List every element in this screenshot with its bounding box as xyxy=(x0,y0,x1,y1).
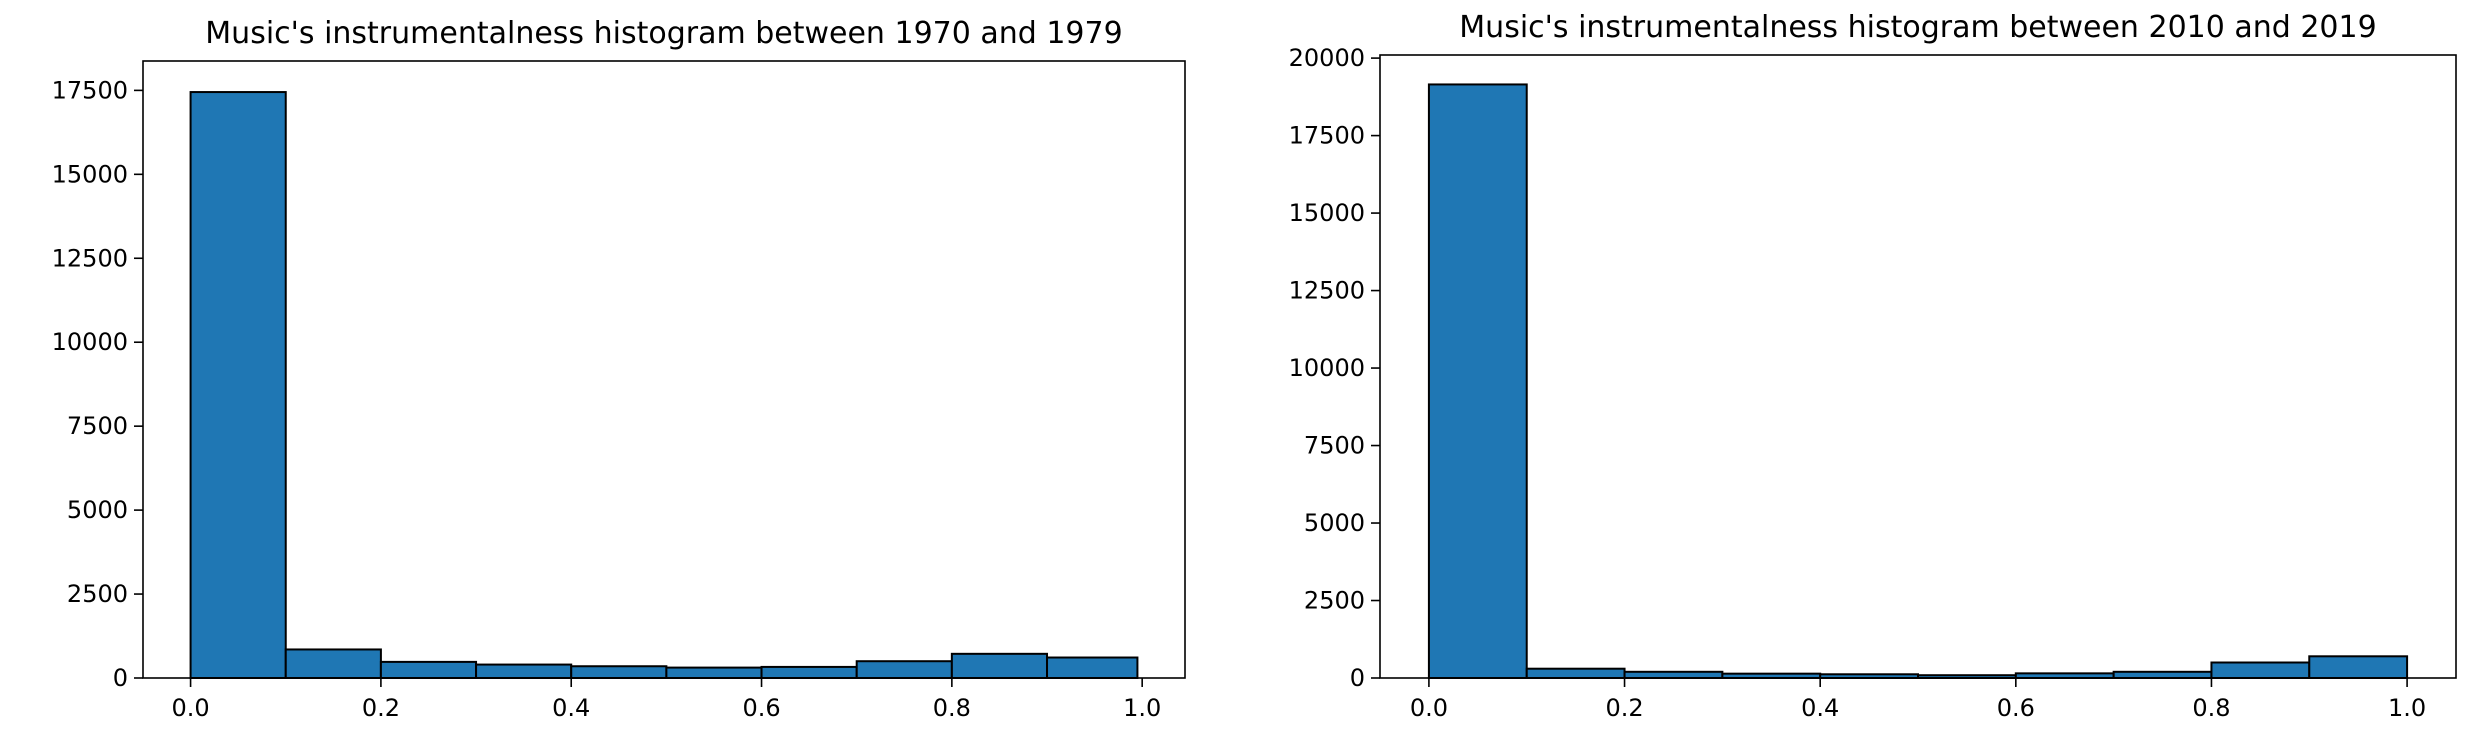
histogram-bar xyxy=(950,652,1049,679)
x-tick-label: 0.2 xyxy=(1605,694,1643,722)
y-tick-label: 5000 xyxy=(1304,509,1365,537)
histogram-bar xyxy=(1525,667,1626,679)
y-tick-label: 15000 xyxy=(52,160,128,188)
y-tick-label: 15000 xyxy=(1289,199,1365,227)
histogram-bar xyxy=(379,660,478,679)
histogram-bar xyxy=(855,660,953,679)
histogram-bar xyxy=(665,666,763,680)
chart-title: Music's instrumentalness histogram betwe… xyxy=(1459,10,2376,45)
histogram-bar xyxy=(2308,655,2409,679)
histogram-bar xyxy=(570,665,668,680)
x-tick-label: 0.0 xyxy=(171,694,209,722)
y-tick-label: 0 xyxy=(1350,664,1365,692)
x-tick-label: 0.4 xyxy=(552,694,590,722)
histogram-bar xyxy=(189,91,287,679)
y-tick-label: 2500 xyxy=(67,580,128,608)
y-tick-label: 17500 xyxy=(1289,122,1365,150)
x-tick-label: 0.6 xyxy=(742,694,780,722)
histogram-bar xyxy=(475,663,573,680)
x-tick-label: 0.8 xyxy=(2192,694,2230,722)
histogram-bar xyxy=(2112,670,2213,680)
histogram-bar xyxy=(1623,670,1724,680)
y-tick-label: 2500 xyxy=(1304,587,1365,615)
histogram-panel-2010s: Music's instrumentalness histogram betwe… xyxy=(1289,10,2457,722)
y-tick-label: 7500 xyxy=(1304,432,1365,460)
x-tick-label: 1.0 xyxy=(1123,694,1161,722)
x-tick-label: 1.0 xyxy=(2388,694,2426,722)
histogram-panel-1970s: Music's instrumentalness histogram betwe… xyxy=(52,16,1186,722)
x-tick-label: 0.2 xyxy=(362,694,400,722)
y-tick-label: 0 xyxy=(113,664,128,692)
histogram-bar xyxy=(2210,661,2311,680)
axes-frame xyxy=(1379,54,2457,679)
y-tick-label: 7500 xyxy=(67,412,128,440)
y-tick-label: 10000 xyxy=(1289,354,1365,382)
histogram-bar xyxy=(760,665,858,680)
y-tick-label: 17500 xyxy=(52,76,128,104)
axes-frame xyxy=(142,60,1186,679)
y-tick-label: 20000 xyxy=(1289,44,1365,72)
x-tick-label: 0.6 xyxy=(1997,694,2035,722)
histogram-bar xyxy=(1427,83,1528,680)
x-tick-label: 0.4 xyxy=(1801,694,1839,722)
y-tick-label: 5000 xyxy=(67,496,128,524)
y-tick-label: 10000 xyxy=(52,328,128,356)
histogram-bar xyxy=(284,648,382,679)
x-tick-label: 0.8 xyxy=(933,694,971,722)
chart-title: Music's instrumentalness histogram betwe… xyxy=(205,16,1122,51)
y-tick-label: 12500 xyxy=(1289,277,1365,305)
x-tick-label: 0.0 xyxy=(1410,694,1448,722)
histogram-bar xyxy=(1046,656,1139,679)
y-tick-label: 12500 xyxy=(52,244,128,272)
